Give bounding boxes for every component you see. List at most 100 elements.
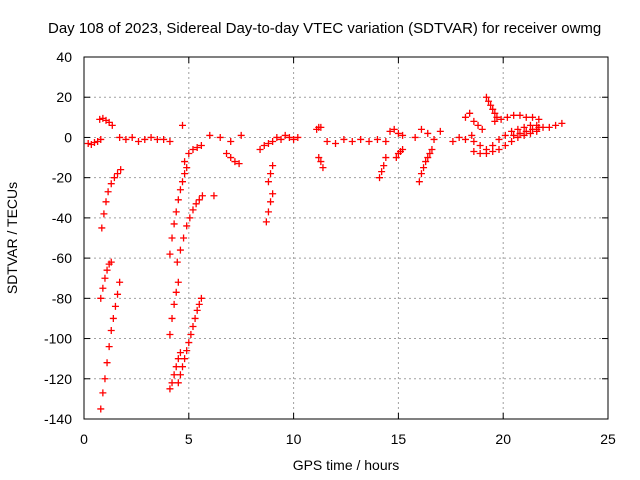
series-segment-ab: [449, 131, 476, 145]
series-segment-y: [392, 146, 407, 162]
data-point: [103, 266, 111, 274]
data-point: [426, 150, 434, 158]
data-point: [520, 123, 528, 131]
data-point: [166, 250, 174, 258]
data-point: [430, 135, 438, 143]
data-point: [170, 300, 178, 308]
x-axis-label: GPS time / hours: [293, 457, 400, 473]
data-point: [210, 192, 218, 200]
data-point: [269, 190, 277, 198]
x-tick-label: 10: [286, 431, 302, 447]
data-point: [382, 137, 390, 145]
series-segment-aa: [411, 125, 444, 143]
data-point: [516, 111, 524, 119]
data-point: [520, 131, 528, 139]
data-point: [529, 113, 537, 121]
y-tick-label: -100: [44, 331, 72, 347]
data-point: [373, 135, 381, 143]
data-point: [102, 198, 110, 206]
series-segment-k: [174, 294, 205, 387]
x-tick-label: 15: [391, 431, 407, 447]
data-point: [489, 141, 497, 149]
data-point: [168, 379, 176, 387]
data-point: [411, 133, 419, 141]
data-point: [478, 125, 486, 133]
data-point: [185, 339, 193, 347]
data-point: [174, 355, 182, 363]
data-point: [186, 214, 194, 222]
data-point: [269, 137, 277, 145]
data-point: [107, 327, 115, 335]
data-point: [108, 121, 116, 129]
data-point: [197, 294, 205, 302]
data-point: [197, 141, 205, 149]
data-point: [510, 131, 518, 139]
data-point: [529, 125, 537, 133]
data-point: [378, 168, 386, 176]
data-point: [269, 162, 277, 170]
data-point: [535, 123, 543, 131]
series-segment-m: [179, 121, 245, 145]
data-point: [147, 133, 155, 141]
data-point: [172, 363, 180, 371]
data-point: [482, 150, 490, 158]
series-segment-t: [313, 123, 325, 133]
data-point: [98, 224, 106, 232]
series-segment-w: [376, 154, 390, 182]
data-point: [470, 137, 478, 145]
series-segment-l: [181, 141, 205, 166]
data-point: [380, 162, 388, 170]
series-segment-g: [166, 164, 191, 258]
data-point: [168, 234, 176, 242]
data-point: [526, 129, 534, 137]
data-point: [176, 349, 184, 357]
data-point: [183, 164, 191, 172]
data-point: [428, 146, 436, 154]
data-point: [166, 331, 174, 339]
data-point: [501, 141, 509, 149]
series-segment-c: [98, 166, 125, 232]
data-point: [317, 123, 325, 131]
data-point: [235, 160, 243, 168]
data-point: [179, 121, 187, 129]
data-point: [290, 135, 298, 143]
chart-title: Day 108 of 2023, Sidereal Day-to-day VTE…: [48, 20, 601, 37]
data-point: [101, 375, 109, 383]
data-point: [264, 208, 272, 216]
series-segment-f: [116, 133, 174, 145]
data-point: [424, 154, 432, 162]
data-point: [489, 105, 497, 113]
data-point: [470, 148, 478, 156]
data-point: [277, 135, 285, 143]
data-point: [552, 121, 560, 129]
data-point: [97, 294, 105, 302]
data-point: [116, 133, 124, 141]
data-point: [474, 121, 482, 129]
y-tick-label: -80: [52, 290, 72, 306]
data-point: [179, 363, 187, 371]
data-point: [422, 158, 430, 166]
series-segment-ai: [510, 123, 543, 139]
data-point: [189, 322, 197, 330]
data-point: [110, 174, 118, 182]
data-point: [105, 118, 113, 126]
data-point: [516, 129, 524, 137]
data-point: [107, 258, 115, 266]
data-point: [189, 206, 197, 214]
y-tick-label: 40: [56, 49, 72, 65]
data-point: [503, 113, 511, 121]
data-point: [470, 117, 478, 125]
data-point: [97, 135, 105, 143]
data-point: [420, 164, 428, 172]
data-point: [168, 314, 176, 322]
data-point: [237, 131, 245, 139]
data-point: [107, 180, 115, 188]
data-point: [187, 331, 195, 339]
data-point: [461, 135, 469, 143]
data-point: [134, 137, 142, 145]
data-point: [181, 355, 189, 363]
data-point: [180, 234, 188, 242]
data-point: [332, 139, 340, 147]
series-segment-j: [173, 192, 206, 266]
